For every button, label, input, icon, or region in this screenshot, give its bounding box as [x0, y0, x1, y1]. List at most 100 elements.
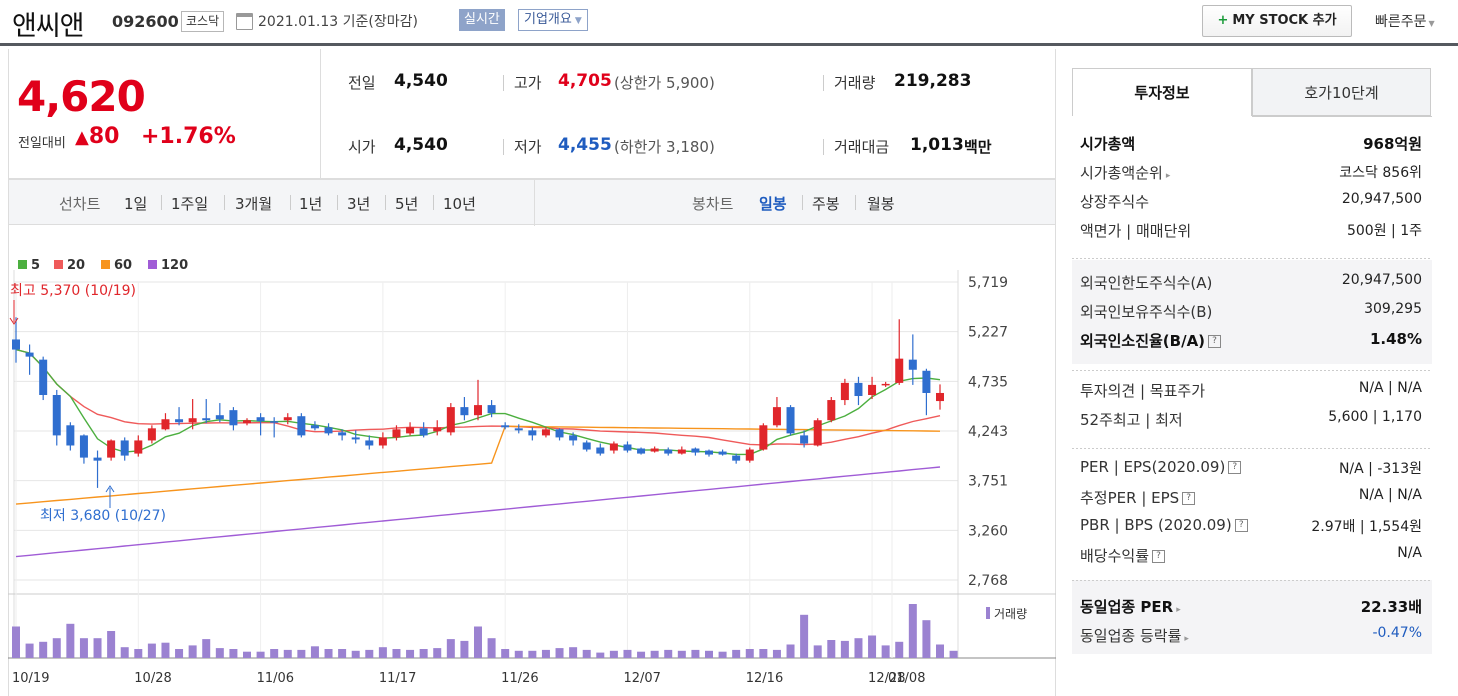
legend-ma5: 5 [18, 258, 40, 273]
help-icon[interactable]: ? [1152, 550, 1166, 563]
volume-bar [324, 649, 333, 658]
tab-3m[interactable]: 3개월 [235, 195, 273, 213]
tab-invest-info[interactable]: 투자정보 [1072, 68, 1252, 116]
candle-body [474, 405, 482, 416]
volume-bar [759, 649, 768, 658]
corp-info-dropdown[interactable]: 기업개요 ▼ [518, 9, 588, 31]
candle-body [66, 425, 75, 446]
tab-monthly[interactable]: 월봉 [867, 195, 895, 213]
candle-body [120, 440, 129, 456]
chevron-right-icon[interactable]: ▸ [1165, 171, 1171, 181]
quick-order-dropdown[interactable]: 빠른주문 ▼ [1375, 11, 1435, 31]
low-value: 4,455 [558, 135, 612, 155]
volume-bar [949, 650, 958, 658]
volume-bar [120, 647, 129, 658]
info-label: 상장주식수 [1080, 193, 1150, 211]
volume-bar [283, 649, 292, 658]
divider [823, 139, 824, 155]
info-value: N/A [1397, 545, 1422, 561]
info-label: PER | EPS(2020.09) [1080, 458, 1226, 476]
chevron-right-icon[interactable]: ▸ [1176, 605, 1181, 615]
tab-10y[interactable]: 10년 [443, 195, 476, 213]
add-mystock-button[interactable]: + MY STOCK 추가 [1202, 5, 1352, 37]
candle-body [772, 407, 781, 426]
help-icon[interactable]: ? [1228, 461, 1242, 474]
arrow-down-icon [9, 300, 19, 325]
prev-label: 전일 [348, 74, 376, 92]
candlestick-chart[interactable]: 5,719 5,227 4,735 4,243 3,751 3,260 2,768 10/19… [0, 0, 1056, 696]
candle-body [147, 428, 156, 441]
divider [1072, 580, 1432, 581]
info-value: 22.33배 [1360, 598, 1422, 616]
candle-body [582, 442, 591, 450]
volume-label: 거래량 [994, 607, 1027, 621]
info-value: 5,600 | 1,170 [1328, 409, 1422, 425]
chevron-down-icon: ▼ [1428, 19, 1435, 28]
chevron-right-icon[interactable]: ▸ [1184, 634, 1189, 644]
candle-body [881, 383, 890, 386]
divider [1072, 258, 1432, 259]
candle-body [650, 448, 659, 452]
volume-bar [569, 647, 578, 658]
panel-section-bg [1072, 260, 1432, 364]
info-value: N/A | -313원 [1338, 461, 1422, 477]
volume-bar [922, 620, 931, 658]
tab-weekly[interactable]: 주봉 [812, 195, 840, 213]
volume-bar [243, 651, 251, 658]
info-label: 52주최고 | 최저 [1080, 411, 1183, 429]
legend-ma20: 20 [54, 258, 85, 273]
candle-body [718, 451, 727, 455]
divider [855, 195, 856, 210]
info-value: 968억원 [1363, 135, 1422, 153]
candle-body [840, 382, 849, 401]
tab-daily[interactable]: 일봉 [759, 195, 787, 213]
tab-5y[interactable]: 5년 [395, 195, 419, 213]
candle-body [161, 419, 170, 430]
candle-body [188, 418, 197, 423]
divider [823, 75, 824, 91]
x-tick-label: 10/19 [12, 671, 49, 686]
legend-label: 120 [161, 258, 189, 273]
help-icon[interactable]: ? [1182, 492, 1196, 505]
volume-bar [854, 638, 863, 658]
open-value: 4,540 [394, 135, 448, 155]
tab-3y[interactable]: 3년 [347, 195, 371, 213]
volume-bar [351, 650, 360, 658]
tab-1d[interactable]: 1일 [124, 195, 148, 213]
volume-bar [732, 649, 741, 658]
info-label: PBR | BPS (2020.09) [1080, 516, 1232, 534]
help-icon[interactable]: ? [1208, 335, 1222, 348]
divider [534, 180, 535, 226]
legend-label: 60 [114, 258, 133, 273]
tab-1w[interactable]: 1주일 [171, 195, 209, 213]
tab-hoga[interactable]: 호가10단계 [1252, 68, 1431, 116]
amount-value: 1,013 [910, 135, 964, 155]
legend-swatch [18, 260, 27, 269]
upper-limit: (상한가 5,900) [614, 74, 715, 92]
volume-bar [66, 623, 75, 658]
candle-body [541, 429, 550, 436]
panel-section-bg [1072, 580, 1432, 654]
y-tick-label: 2,768 [968, 573, 1008, 589]
info-label: 동일업종 PER [1080, 598, 1174, 616]
info-value: 2.97배 | 1,554원 [1311, 519, 1422, 535]
volume-value: 219,283 [894, 71, 972, 91]
invest-info-row: 액면가 | 매매단위 500원 | 1주 [1080, 220, 1422, 241]
volume-bar [406, 649, 415, 658]
invest-info-row: PBR | BPS (2020.09)? 2.97배 | 1,554원 [1080, 516, 1422, 535]
volume-bar [419, 649, 428, 658]
realtime-button[interactable]: 실시간 [459, 9, 505, 31]
candle-body [175, 419, 184, 423]
stock-header [0, 0, 1458, 46]
tab-1y[interactable]: 1년 [299, 195, 323, 213]
divider [503, 139, 504, 155]
y-tick-label: 4,735 [968, 374, 1008, 390]
candle-body [677, 449, 686, 454]
candle-body [25, 352, 34, 357]
candle-body [406, 427, 415, 434]
info-label: 동일업종 등락률 [1080, 627, 1182, 645]
calendar-icon [236, 13, 253, 30]
volume-bar [664, 649, 673, 658]
help-icon[interactable]: ? [1234, 519, 1248, 532]
volume-bar [229, 649, 238, 658]
